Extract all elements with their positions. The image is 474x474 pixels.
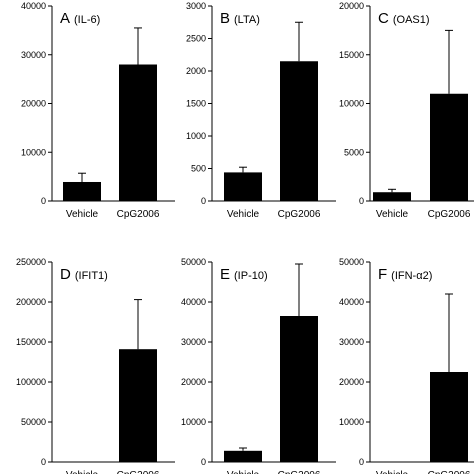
y-tick-label: 15000: [339, 50, 364, 60]
category-label: CpG2006: [428, 470, 471, 474]
y-tick-label: 1000: [186, 131, 206, 141]
category-label: Vehicle: [376, 209, 409, 220]
panel-gene: (IFN-α2): [391, 270, 432, 282]
panel-title: B (LTA): [220, 10, 260, 27]
y-tick-label: 10000: [181, 417, 206, 427]
bar-cpg2006: [430, 372, 468, 462]
y-tick-label: 50000: [21, 417, 46, 427]
y-tick-label: 10000: [339, 99, 364, 109]
panel-title: D (IFIT1): [60, 266, 108, 283]
y-tick-label: 50000: [339, 257, 364, 267]
bar-cpg2006: [430, 93, 468, 201]
category-label: Vehicle: [66, 470, 99, 474]
panel-letter: D: [60, 266, 71, 283]
y-tick-label: 250000: [16, 257, 46, 267]
category-label: CpG2006: [117, 209, 160, 220]
category-label: Vehicle: [227, 470, 260, 474]
y-tick-label: 500: [191, 164, 206, 174]
y-tick-label: 150000: [16, 337, 46, 347]
y-tick-label: 30000: [181, 337, 206, 347]
bar-vehicle: [373, 192, 411, 201]
bar-cpg2006: [280, 61, 318, 201]
category-label: CpG2006: [278, 209, 321, 220]
y-tick-label: 0: [359, 457, 364, 467]
chart-panel-f: 0 10000 20000 30000 40000 50000 Vehicle CpG2006…: [339, 257, 474, 474]
panel-letter: B: [220, 10, 230, 27]
y-tick-label: 0: [41, 457, 46, 467]
y-tick-label: 20000: [339, 1, 364, 11]
y-tick-label: 1500: [186, 99, 206, 109]
panel-title: C (OAS1): [378, 10, 430, 27]
y-tick-label: 0: [41, 196, 46, 206]
y-tick-label: 100000: [16, 377, 46, 387]
chart-panel-e: 0 10000 20000 30000 40000 50000 Vehicle CpG2006…: [181, 257, 336, 474]
bar-cpg2006: [119, 64, 157, 201]
y-tick-label: 20000: [339, 377, 364, 387]
panel-letter: F: [378, 266, 387, 283]
y-tick-label: 40000: [21, 1, 46, 11]
bar-vehicle: [224, 450, 262, 462]
y-tick-label: 20000: [21, 99, 46, 109]
panel-gene: (IFIT1): [75, 270, 108, 282]
panel-title: A (IL-6): [60, 10, 100, 27]
y-tick-label: 200000: [16, 297, 46, 307]
panel-gene: (IL-6): [74, 14, 100, 26]
category-label: CpG2006: [428, 209, 471, 220]
y-tick-label: 0: [201, 196, 206, 206]
panel-gene: (OAS1): [393, 14, 430, 26]
bar-cpg2006: [280, 316, 318, 462]
y-tick-label: 3000: [186, 1, 206, 11]
panel-gene: (IP-10): [234, 270, 268, 282]
y-tick-label: 40000: [181, 297, 206, 307]
panel-title: E (IP-10): [220, 266, 268, 283]
panel-letter: A: [60, 10, 70, 27]
bar-cpg2006: [119, 349, 157, 462]
panel-letter: C: [378, 10, 389, 27]
chart-panel-a: 0 10000 20000 30000 40000 Vehicle CpG2006 A (IL-…: [21, 1, 175, 220]
y-tick-label: 20000: [181, 377, 206, 387]
chart-panel-d: 0 50000 100000 150000 200000 250000 Vehicle CpG…: [16, 257, 175, 474]
y-tick-label: 10000: [339, 417, 364, 427]
panel-gene: (LTA): [234, 14, 260, 26]
y-tick-label: 2000: [186, 66, 206, 76]
y-tick-label: 10000: [21, 147, 46, 157]
panel-title: F (IFN-α2): [378, 266, 432, 283]
y-tick-label: 0: [359, 196, 364, 206]
y-tick-label: 2500: [186, 34, 206, 44]
y-tick-label: 0: [201, 457, 206, 467]
bar-vehicle: [224, 172, 262, 201]
category-label: CpG2006: [278, 470, 321, 474]
chart-panel-c: 0 5000 10000 15000 20000 Vehicle CpG2006 C (OAS1…: [339, 1, 474, 220]
category-label: Vehicle: [66, 209, 99, 220]
bar-vehicle: [63, 181, 101, 201]
category-label: CpG2006: [117, 470, 160, 474]
y-tick-label: 5000: [344, 147, 364, 157]
chart-panel-b: 0 500 1000 1500 2000 2500 3000 Vehicle CpG2006 B (…: [186, 1, 336, 220]
y-tick-label: 40000: [339, 297, 364, 307]
panel-letter: E: [220, 266, 230, 283]
category-label: Vehicle: [376, 470, 409, 474]
category-label: Vehicle: [227, 209, 260, 220]
y-tick-label: 30000: [339, 337, 364, 347]
y-tick-label: 30000: [21, 50, 46, 60]
y-tick-label: 50000: [181, 257, 206, 267]
